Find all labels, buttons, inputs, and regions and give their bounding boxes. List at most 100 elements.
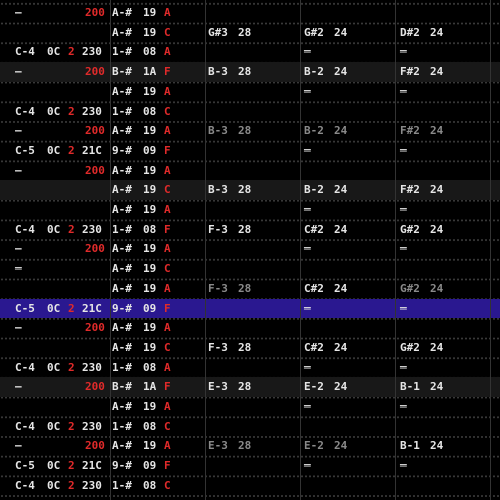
note: E-2 <box>304 380 324 394</box>
pattern-row: — 200 A-# 19 A <box>0 318 500 338</box>
note: ═ <box>304 459 311 473</box>
effect: F <box>164 301 171 315</box>
effect: F <box>164 459 171 473</box>
volume: 24 <box>430 439 444 453</box>
pattern-row: C-4 0C 2 230 1-# 08 A ═ ═ <box>0 358 500 378</box>
effect: A <box>164 163 171 177</box>
effect: 2 <box>68 222 75 236</box>
note: A-# <box>112 203 132 216</box>
note: ═ <box>400 84 407 98</box>
note: — <box>15 242 22 256</box>
note: ═ <box>304 400 311 413</box>
effect-value: 230 <box>82 419 102 433</box>
volume: 19 <box>143 124 157 138</box>
volume: 24 <box>334 380 348 394</box>
volume: 28 <box>238 340 252 354</box>
volume: 19 <box>143 183 157 197</box>
effect: A <box>164 439 171 453</box>
pattern-row: ═ A-# 19 C <box>0 259 500 279</box>
note: B-2 <box>304 124 324 138</box>
note: B-# <box>112 65 132 79</box>
note: C#2 <box>304 281 324 295</box>
note: G#3 <box>208 25 228 39</box>
note: A-# <box>112 124 132 138</box>
volume: 1A <box>143 65 157 79</box>
volume: 24 <box>334 124 348 138</box>
effect: 2 <box>68 459 75 473</box>
effect-value: 230 <box>82 222 102 236</box>
effect: 2 <box>68 419 75 433</box>
effect: 2 <box>68 45 75 59</box>
note: A-# <box>112 262 132 276</box>
effect: C <box>164 478 171 492</box>
volume: 24 <box>334 183 348 197</box>
instrument: 0C <box>47 360 61 374</box>
pattern-row: C-4 0C 2 230 1-# 08 C <box>0 102 500 122</box>
pattern-row: C-4 0C 2 230 1-# 08 C <box>0 417 500 437</box>
note: ═ <box>400 143 407 157</box>
note: G#2 <box>304 25 324 39</box>
pattern-row: C-4 0C 2 230 1-# 08 C <box>0 476 500 496</box>
note: ═ <box>304 143 311 157</box>
pattern-row: A-# 19 C F-3 28 C#2 24 G#2 24 <box>0 338 500 358</box>
note: — <box>15 439 22 453</box>
effect: 200 <box>85 242 105 256</box>
volume: 19 <box>143 203 157 216</box>
volume: 08 <box>143 222 157 236</box>
volume: 24 <box>334 281 348 295</box>
effect: F <box>164 380 171 394</box>
note: ═ <box>304 301 311 315</box>
instrument: 0C <box>47 419 61 433</box>
note: 1-# <box>112 45 132 59</box>
instrument: 0C <box>47 459 61 473</box>
note: ═ <box>304 203 311 216</box>
effect: 200 <box>85 439 105 453</box>
volume: 24 <box>430 183 444 197</box>
note: F#2 <box>400 65 420 79</box>
note: C-4 <box>15 419 35 433</box>
note: E-3 <box>208 439 228 453</box>
note: A-# <box>112 25 132 39</box>
volume: 19 <box>143 439 157 453</box>
volume: 19 <box>143 6 157 19</box>
pattern-row: A-# 19 A F-3 28 C#2 24 G#2 24 <box>0 279 500 299</box>
note: G#2 <box>400 340 420 354</box>
note: B-2 <box>304 65 324 79</box>
note: C-5 <box>15 143 35 157</box>
volume: 19 <box>143 340 157 354</box>
effect-value: 21C <box>82 459 102 473</box>
volume: 28 <box>238 439 252 453</box>
pattern-row: — 200 A-# 19 A ═ ═ <box>0 239 500 259</box>
volume: 24 <box>430 65 444 79</box>
note: B-3 <box>208 65 228 79</box>
volume: 24 <box>430 281 444 295</box>
note: E-2 <box>304 439 324 453</box>
note: ═ <box>400 203 407 216</box>
volume: 08 <box>143 419 157 433</box>
note: A-# <box>112 340 132 354</box>
volume: 19 <box>143 84 157 98</box>
volume: 19 <box>143 25 157 39</box>
note: — <box>15 6 22 19</box>
volume: 28 <box>238 281 252 295</box>
note: F-3 <box>208 281 228 295</box>
note: 1-# <box>112 419 132 433</box>
effect: 200 <box>85 321 105 335</box>
effect: 200 <box>85 380 105 394</box>
volume: 24 <box>334 65 348 79</box>
volume: 1A <box>143 380 157 394</box>
note: C-4 <box>15 45 35 59</box>
note: ═ <box>15 262 22 276</box>
effect: A <box>164 84 171 98</box>
note: 9-# <box>112 301 132 315</box>
note: C#2 <box>304 222 324 236</box>
note: ═ <box>304 360 311 374</box>
note: F-3 <box>208 222 228 236</box>
note: A-# <box>112 242 132 256</box>
instrument: 0C <box>47 45 61 59</box>
effect: A <box>164 360 171 374</box>
note: ═ <box>400 360 407 374</box>
effect: A <box>164 281 171 295</box>
note: 1-# <box>112 104 132 118</box>
